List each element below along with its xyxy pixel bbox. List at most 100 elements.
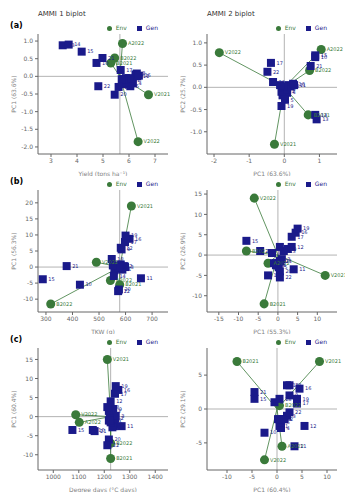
svg-text:21: 21 <box>260 389 266 395</box>
svg-text:B2021: B2021 <box>116 455 132 461</box>
svg-text:3: 3 <box>131 264 134 270</box>
svg-text:13: 13 <box>118 262 124 268</box>
svg-text:15: 15 <box>25 356 33 363</box>
svg-text:15: 15 <box>78 427 84 433</box>
svg-text:22: 22 <box>295 409 301 415</box>
svg-text:0: 0 <box>29 263 33 270</box>
svg-text:10: 10 <box>194 211 202 218</box>
svg-text:-5: -5 <box>255 315 261 322</box>
svg-text:-0.5: -0.5 <box>190 106 202 113</box>
svg-text:0.5: 0.5 <box>23 55 33 62</box>
svg-text:A2022: A2022 <box>327 46 343 52</box>
svg-text:14: 14 <box>74 41 80 47</box>
svg-text:15: 15 <box>252 238 258 244</box>
svg-text:Yield (tons ha⁻¹): Yield (tons ha⁻¹) <box>78 170 128 176</box>
svg-text:-10: -10 <box>23 295 33 302</box>
svg-text:18: 18 <box>286 82 292 88</box>
svg-text:15: 15 <box>87 48 93 54</box>
svg-text:22: 22 <box>113 442 119 448</box>
svg-text:B2022: B2022 <box>285 402 301 408</box>
svg-text:9: 9 <box>295 392 298 398</box>
svg-text:V2022: V2022 <box>225 49 241 55</box>
svg-text:0: 0 <box>198 405 202 412</box>
svg-text:4: 4 <box>75 157 79 164</box>
svg-text:12: 12 <box>297 244 303 250</box>
svg-text:17: 17 <box>276 60 282 66</box>
svg-text:10: 10 <box>270 429 276 435</box>
svg-text:1.0: 1.0 <box>23 37 33 44</box>
svg-text:0: 0 <box>275 473 279 480</box>
svg-text:-2: -2 <box>211 157 217 164</box>
svg-text:-10: -10 <box>192 292 202 299</box>
svg-text:-5: -5 <box>196 272 202 279</box>
svg-text:11: 11 <box>146 275 152 281</box>
svg-text:20: 20 <box>120 91 126 97</box>
svg-text:18: 18 <box>127 76 133 82</box>
svg-text:-5: -5 <box>27 432 33 439</box>
svg-text:22: 22 <box>124 288 130 294</box>
svg-text:PC1 (63.6%): PC1 (63.6%) <box>10 75 17 112</box>
svg-text:8: 8 <box>278 250 281 256</box>
svg-text:3: 3 <box>49 157 53 164</box>
svg-text:11: 11 <box>299 266 305 272</box>
svg-text:3: 3 <box>121 413 124 419</box>
svg-text:PC2 (29.1%): PC2 (29.1%) <box>179 390 186 427</box>
svg-text:15: 15 <box>48 276 54 282</box>
svg-text:V2022: V2022 <box>102 259 118 265</box>
svg-text:5: 5 <box>198 371 202 378</box>
svg-text:22: 22 <box>104 83 110 89</box>
svg-text:V2022: V2022 <box>260 195 276 201</box>
svg-text:-1: -1 <box>246 157 252 164</box>
svg-text:16: 16 <box>299 81 305 87</box>
svg-text:20: 20 <box>285 268 291 274</box>
svg-text:TKW (g): TKW (g) <box>90 328 115 334</box>
svg-text:-10: -10 <box>23 451 33 458</box>
svg-text:7: 7 <box>279 260 282 266</box>
svg-text:17: 17 <box>297 234 303 240</box>
svg-text:12: 12 <box>126 245 132 251</box>
svg-text:B2021: B2021 <box>243 358 259 364</box>
svg-text:11: 11 <box>300 443 306 449</box>
svg-text:B2022: B2022 <box>56 301 72 307</box>
svg-text:19: 19 <box>287 103 293 109</box>
svg-text:-1.0: -1.0 <box>190 128 202 135</box>
svg-text:7: 7 <box>153 157 157 164</box>
svg-text:1.0: 1.0 <box>192 39 202 46</box>
svg-text:14: 14 <box>119 273 125 279</box>
svg-text:0: 0 <box>276 315 280 322</box>
svg-text:B2021: B2021 <box>116 60 132 66</box>
svg-text:12: 12 <box>310 423 316 429</box>
svg-text:19: 19 <box>124 84 130 90</box>
svg-text:V2021: V2021 <box>154 91 170 97</box>
svg-text:V2021: V2021 <box>280 141 296 147</box>
svg-text:B2021: B2021 <box>270 301 286 307</box>
svg-text:1: 1 <box>318 157 322 164</box>
svg-text:15: 15 <box>260 396 266 402</box>
svg-text:V2021: V2021 <box>325 358 341 364</box>
svg-text:10: 10 <box>323 473 331 480</box>
svg-text:A2022: A2022 <box>128 40 144 46</box>
svg-text:V2022: V2022 <box>81 411 97 417</box>
svg-text:-5: -5 <box>27 279 33 286</box>
svg-text:V2021: V2021 <box>113 356 129 362</box>
svg-text:4: 4 <box>287 425 290 431</box>
svg-text:-1.5: -1.5 <box>21 125 33 132</box>
svg-text:V2022: V2022 <box>144 138 160 144</box>
svg-text:0.0: 0.0 <box>192 83 202 90</box>
svg-text:-5: -5 <box>249 473 255 480</box>
svg-text:20: 20 <box>285 416 291 422</box>
svg-text:22: 22 <box>273 69 279 75</box>
svg-text:10: 10 <box>313 315 321 322</box>
svg-text:V2022: V2022 <box>270 457 286 463</box>
svg-text:18: 18 <box>113 404 119 410</box>
svg-text:-10: -10 <box>222 473 232 480</box>
svg-text:15: 15 <box>25 215 33 222</box>
svg-text:18: 18 <box>285 396 291 402</box>
svg-text:17: 17 <box>126 67 132 73</box>
svg-text:PC1 (60.4%): PC1 (60.4%) <box>10 390 17 427</box>
svg-text:22: 22 <box>285 274 291 280</box>
svg-text:10: 10 <box>274 272 280 278</box>
svg-text:300: 300 <box>40 315 52 322</box>
svg-text:V2021: V2021 <box>331 272 345 278</box>
svg-text:21: 21 <box>316 63 322 69</box>
